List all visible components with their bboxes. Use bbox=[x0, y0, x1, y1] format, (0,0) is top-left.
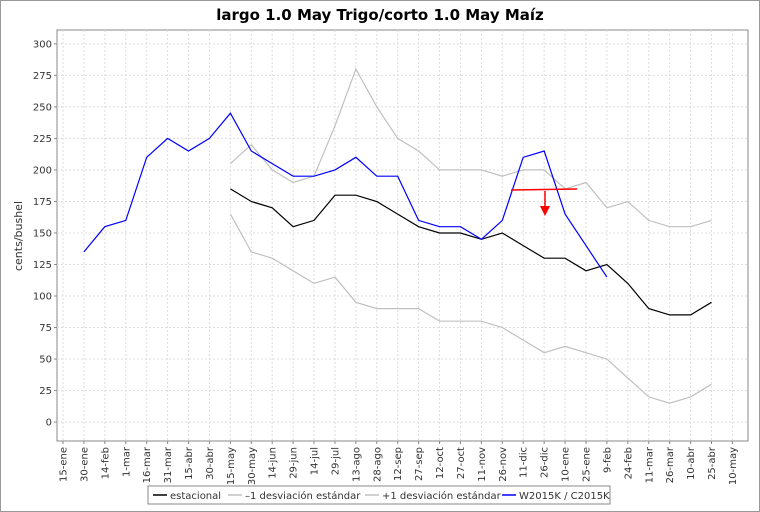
y-tick-label: 50 bbox=[39, 355, 52, 366]
x-tick-label: 25-abr bbox=[707, 446, 718, 480]
x-tick-label: 26-nov bbox=[498, 447, 509, 482]
x-tick-label: 27-oct bbox=[456, 447, 467, 479]
x-tick-label: 14-jun bbox=[268, 447, 279, 479]
x-tick-label: 10-abr bbox=[686, 446, 697, 480]
x-tick-label: 12-sep bbox=[393, 447, 404, 481]
x-tick-label: 16-mar bbox=[142, 446, 153, 483]
x-tick-label: 30-abr bbox=[205, 446, 216, 480]
x-tick-label: 25-ene bbox=[582, 447, 593, 482]
y-tick-label: 125 bbox=[33, 260, 52, 271]
legend-label: W2015K / C2015K bbox=[519, 491, 610, 502]
x-tick-label: 14-feb bbox=[100, 447, 111, 479]
legend-label: estacional bbox=[170, 491, 221, 502]
y-tick-label: 300 bbox=[33, 39, 52, 50]
x-tick-label: 15-may bbox=[226, 447, 237, 485]
x-tick-label: 11-dic bbox=[519, 447, 530, 478]
y-tick-label: 175 bbox=[33, 197, 52, 208]
series-line bbox=[229, 67, 712, 228]
x-tick-label: 31-mar bbox=[163, 446, 174, 483]
x-tick-label: 15-abr bbox=[184, 446, 195, 480]
y-tick-label: 0 bbox=[46, 418, 52, 429]
y-tick-label: 150 bbox=[33, 228, 52, 239]
legend-label: –1 desviación estándar bbox=[245, 490, 361, 502]
y-tick-label: 275 bbox=[33, 71, 52, 82]
x-tick-label: 26-dic bbox=[540, 447, 551, 478]
x-tick-label: 1-mar bbox=[121, 446, 132, 477]
x-tick-label: 28-ago bbox=[372, 447, 383, 482]
y-tick-label: 200 bbox=[33, 165, 52, 176]
x-tick-label: 12-oct bbox=[435, 447, 446, 479]
y-tick-label: 100 bbox=[33, 292, 52, 303]
chart-title: largo 1.0 May Trigo/corto 1.0 May Maíz bbox=[216, 6, 544, 24]
x-tick-label: 29-jun bbox=[289, 447, 300, 479]
y-tick-label: 225 bbox=[33, 134, 52, 145]
annotation-arrowhead bbox=[540, 206, 550, 216]
x-tick-label: 14-jul bbox=[310, 447, 321, 475]
series-line bbox=[83, 112, 608, 278]
series-line bbox=[229, 213, 712, 404]
x-tick-label: 10-may bbox=[728, 447, 739, 485]
y-tick-label: 75 bbox=[39, 323, 52, 334]
x-tick-label: 29-jul bbox=[330, 447, 341, 475]
x-tick-label: 13-ago bbox=[351, 447, 362, 482]
legend-label: +1 desviación estándar bbox=[382, 490, 502, 502]
x-tick-label: 10-ene bbox=[561, 447, 572, 482]
plot-area bbox=[56, 29, 749, 442]
y-axis-label: cents/bushel bbox=[12, 201, 25, 271]
x-tick-label: 26-mar bbox=[665, 446, 676, 483]
x-tick-label: 30-ene bbox=[79, 447, 90, 482]
x-tick-label: 11-mar bbox=[644, 446, 655, 483]
x-tick-label: 30-may bbox=[247, 447, 258, 485]
x-tick-label: 11-nov bbox=[477, 447, 488, 482]
y-tick-label: 250 bbox=[33, 102, 52, 113]
x-tick-label: 15-ene bbox=[59, 447, 70, 482]
y-tick-label: 25 bbox=[39, 386, 52, 397]
annotation-line bbox=[510, 188, 578, 191]
x-tick-label: 24-feb bbox=[623, 447, 634, 479]
x-tick-label: 9-feb bbox=[602, 447, 613, 473]
series-line bbox=[230, 188, 712, 316]
x-tick-label: 27-sep bbox=[414, 447, 425, 481]
